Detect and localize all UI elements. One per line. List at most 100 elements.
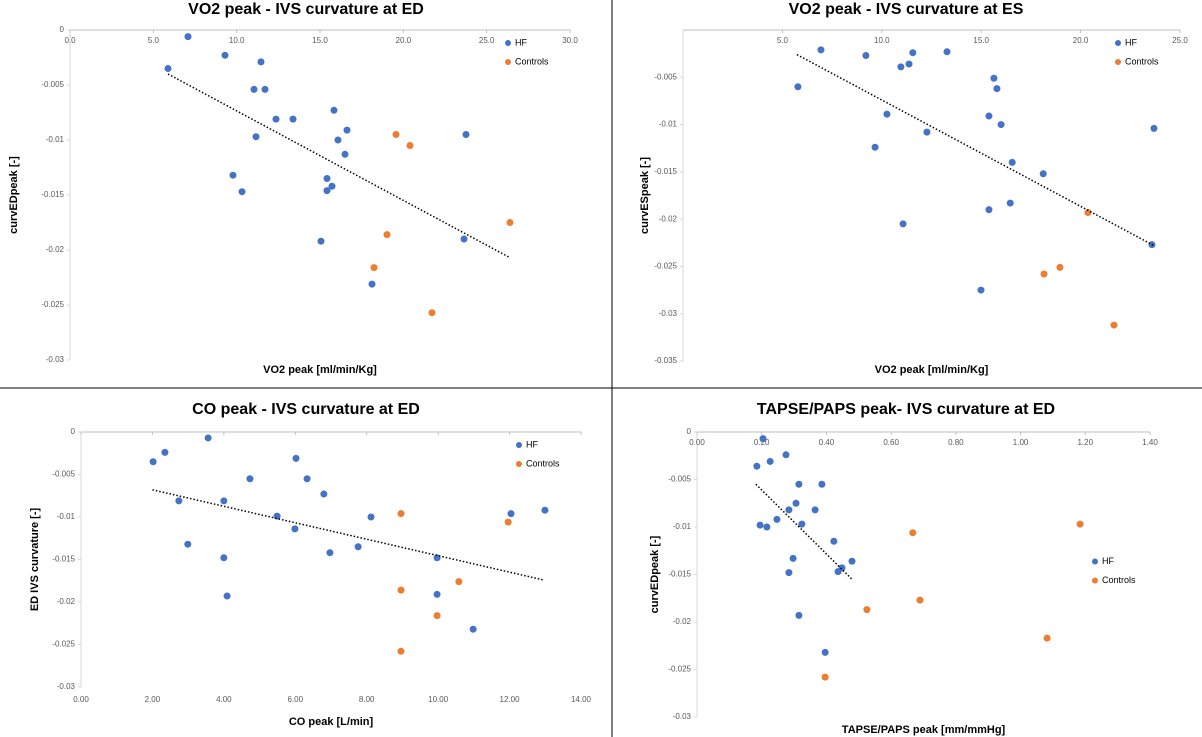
point — [220, 554, 228, 562]
point — [811, 506, 819, 514]
point — [821, 673, 829, 681]
x-tick-label: 15.0 — [312, 36, 328, 45]
point — [1056, 263, 1064, 271]
point — [272, 115, 280, 123]
y-tick-label: -0.02 — [673, 617, 692, 626]
y-tick-label: -0.02 — [659, 214, 678, 223]
point — [397, 647, 405, 655]
x-tick-label: 10.0 — [874, 36, 890, 45]
x-tick-label: 0.20 — [754, 438, 770, 447]
legend-marker — [1115, 40, 1121, 46]
x-tick-label: 5.0 — [777, 36, 789, 45]
legend-label: HF — [526, 439, 538, 449]
point — [246, 475, 254, 483]
point — [871, 143, 879, 151]
y-tick-label: -0.015 — [668, 570, 691, 579]
point — [334, 136, 342, 144]
point — [763, 523, 771, 531]
point — [795, 611, 803, 619]
x-tick-label: 10.00 — [428, 695, 449, 704]
point — [985, 206, 993, 214]
point — [905, 60, 913, 68]
point — [863, 606, 871, 614]
point — [370, 264, 378, 272]
point — [782, 451, 790, 459]
y-tick-label: -0.035 — [654, 356, 677, 365]
legend-marker — [1092, 558, 1098, 565]
point — [993, 85, 1001, 93]
point — [1084, 209, 1092, 217]
y-tick-label: -0.03 — [673, 712, 692, 721]
point — [433, 590, 441, 598]
legend-marker — [516, 442, 522, 448]
point — [392, 131, 400, 138]
x-axis-label: VO2 peak [ml/min/Kg] — [875, 364, 989, 376]
point — [317, 237, 325, 245]
point — [223, 592, 231, 600]
trendline — [152, 489, 544, 581]
y-axis-label: curvESpeak [-] — [639, 157, 651, 234]
legend-label: HF — [1125, 37, 1137, 47]
legend-marker — [1092, 577, 1098, 584]
y-tick-label: -0.03 — [46, 355, 65, 364]
point — [507, 510, 515, 518]
point — [161, 448, 169, 456]
point — [1110, 321, 1118, 329]
point — [462, 131, 470, 138]
y-tick-label: -0.03 — [659, 309, 678, 318]
point — [798, 520, 806, 528]
y-tick-label: -0.02 — [57, 597, 76, 606]
x-tick-label: 0.60 — [883, 438, 899, 447]
point — [238, 188, 246, 196]
point — [997, 121, 1005, 129]
point — [759, 435, 767, 443]
y-tick-label: -0.03 — [57, 682, 76, 691]
legend-label: HF — [1102, 556, 1114, 566]
y-tick-label: -0.015 — [52, 555, 75, 564]
point — [883, 110, 891, 118]
point — [923, 128, 931, 136]
point — [303, 475, 311, 483]
legend-label: Controls — [1102, 575, 1136, 585]
point — [1008, 158, 1016, 166]
y-tick-label: 0 — [687, 427, 692, 436]
point — [916, 596, 924, 604]
x-tick-label: 0.00 — [73, 695, 89, 704]
point — [794, 83, 802, 91]
point — [848, 557, 856, 565]
point — [977, 286, 985, 294]
x-tick-label: 15.0 — [973, 36, 989, 45]
y-tick-label: 0 — [60, 25, 65, 34]
x-tick-label: 1.00 — [1013, 438, 1029, 447]
x-axis-label: CO peak [L/min] — [289, 716, 374, 728]
point — [250, 85, 258, 93]
point — [354, 543, 362, 551]
y-tick-label: -0.025 — [654, 262, 677, 271]
trendline — [796, 53, 1155, 247]
y-tick-label: -0.01 — [57, 512, 76, 521]
y-tick-label: -0.025 — [668, 665, 691, 674]
point — [789, 554, 797, 562]
point — [1150, 124, 1158, 132]
point — [990, 74, 998, 82]
x-tick-label: 0.80 — [948, 438, 964, 447]
y-tick-label: -0.01 — [673, 522, 692, 531]
point — [785, 506, 793, 514]
point — [504, 518, 512, 526]
point — [291, 525, 299, 533]
y-tick-label: -0.01 — [46, 135, 65, 144]
x-tick-label: 20.0 — [396, 36, 412, 45]
x-tick-label: 2.00 — [145, 695, 161, 704]
x-tick-label: 30.0 — [562, 36, 578, 45]
point — [1076, 520, 1084, 528]
point — [795, 480, 803, 488]
point — [1006, 199, 1014, 207]
point — [220, 497, 228, 505]
point — [149, 458, 157, 466]
point — [1043, 634, 1051, 642]
point — [164, 65, 172, 72]
x-tick-label: 25.0 — [1172, 36, 1188, 45]
legend-marker — [1115, 59, 1121, 65]
point — [229, 171, 237, 179]
point — [433, 612, 441, 620]
